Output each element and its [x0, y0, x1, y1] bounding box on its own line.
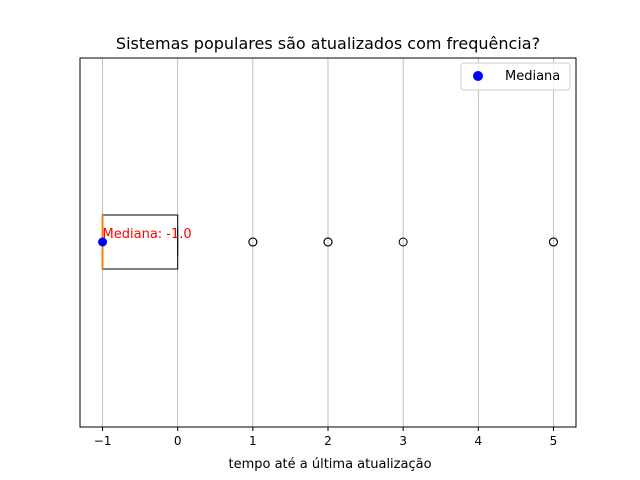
x-tick-label: 5 — [550, 434, 558, 448]
box-iqr — [102, 214, 179, 270]
legend-frame — [460, 62, 571, 91]
median-marker-layer: Mediana: -1.0 — [98, 227, 192, 247]
grid-lines — [102, 58, 554, 427]
x-tick-label: 3 — [399, 434, 407, 448]
median-point — [98, 237, 108, 247]
chart-title: Sistemas populares são atualizados com f… — [116, 34, 540, 53]
x-tick-label: 4 — [474, 434, 482, 448]
outlier-point — [398, 237, 408, 247]
outliers — [248, 237, 558, 247]
x-tick-label: 2 — [324, 434, 332, 448]
x-axis-ticks: −1 0 1 2 3 4 5 — [94, 427, 558, 448]
median-annotation: Mediana: -1.0 — [103, 227, 192, 242]
x-tick-label: 1 — [249, 434, 257, 448]
x-tick-label: 0 — [174, 434, 182, 448]
outlier-point — [248, 237, 258, 247]
x-axis-label: tempo até a última atualização — [228, 457, 431, 472]
legend-label-mediana: Mediana — [505, 69, 560, 84]
legend: Mediana — [460, 62, 571, 91]
x-tick-label: −1 — [94, 434, 112, 448]
outlier-point — [323, 237, 333, 247]
legend-marker-mediana — [473, 71, 483, 81]
outlier-point — [548, 237, 558, 247]
box-plot — [101, 214, 179, 270]
